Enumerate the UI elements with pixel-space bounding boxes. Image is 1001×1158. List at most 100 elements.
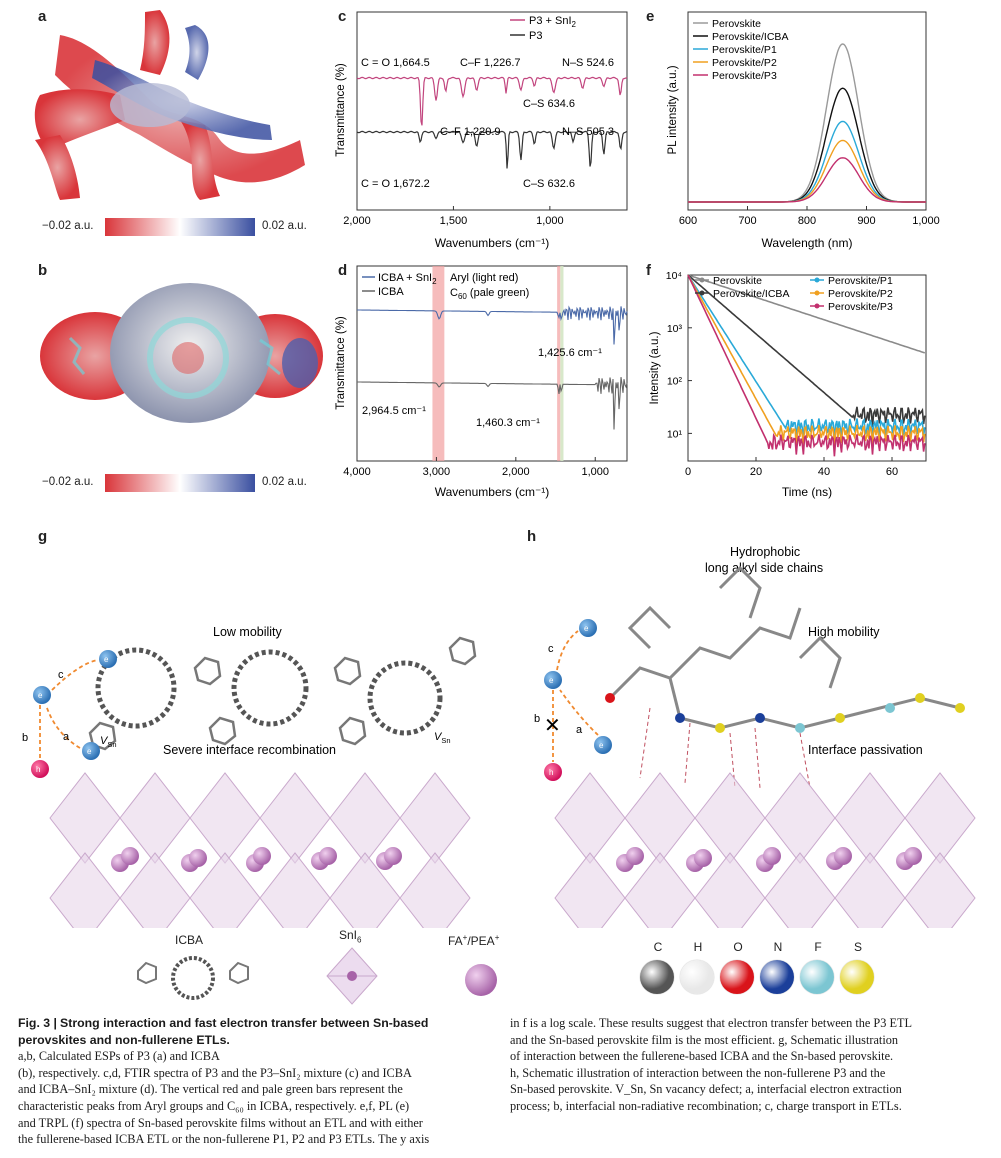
hole-h-label: h [549,768,553,777]
electron-g-1 [33,686,51,704]
hole-g-label: h [36,765,40,774]
cation-spheres [111,847,402,872]
legend-e-label: Perovskite [712,18,761,30]
atom-legend-sphere [800,960,834,994]
alkyl-chain-label: long alkyl side chains [705,561,823,575]
ann-c-6: C = O 1,672.2 [361,178,430,190]
caption-title: Strong interaction and fast electron tra… [18,1016,429,1047]
ann-c-2: N–S 524.6 [562,57,614,69]
xtick-label: 2,000 [502,466,530,478]
chart-pl: PL intensity (a.u.) Wavelength (nm) 600 7… [667,11,940,250]
atom-legend-label: F [814,940,822,954]
series-p3-line [356,130,628,169]
atom-legend-label: N [773,940,783,954]
caption-line: h, Schematic illustration of interaction… [510,1065,886,1080]
hydrophobic-label: Hydrophobic [730,545,800,559]
xlabel-c: Wavenumbers (cm⁻¹) [435,236,550,250]
legend-d-series-1: ICBA + SnI2 [378,272,437,286]
interface-passivation-label: Interface passivation [808,743,923,757]
legend-f-marker [699,277,705,283]
panel-letter-e: e [646,8,655,25]
atom-legend-label: C [653,940,663,954]
panel-letter-f: f [646,262,651,279]
perovskite-lattice-h [554,772,976,928]
panel-letter-b: b [38,262,48,279]
panel-h: h Hydrophobic long alkyl side chains Hig… [500,528,1000,928]
pl-series-line [688,157,926,203]
hole-g [31,760,49,778]
xtick-label: 600 [679,215,697,227]
band-aryl-2 [557,266,561,461]
panel-a: a −0.02 a.u. 0.02 a.u. [0,0,330,250]
legend-e: PerovskitePerovskite/ICBAPerovskite/P1Pe… [693,18,788,82]
atom-legend-sphere [640,960,674,994]
ylabel-c: Transmittance (%) [335,63,347,157]
fullerene-cluster [88,636,477,751]
vsn-label-g-1: VSn [100,735,117,749]
legend-e-label: Perovskite/P3 [712,70,777,82]
series-icba-line [357,377,628,430]
legend-f-label: Perovskite/P1 [828,275,893,287]
chart-ftir-p3: Transmittance (%) Wavenumbers (cm⁻¹) 2,0… [335,11,628,250]
legend-f-label: Perovskite/P3 [828,301,893,313]
atom-legend-sphere [720,960,754,994]
xtick-label: 20 [750,466,762,478]
caption-line: characteristic peaks from Aryl groups an… [18,1098,410,1113]
ann-c-5: N–S 505.3 [562,126,614,138]
ann-c-1: C–F 1,226.7 [460,57,521,69]
legend-e-label: Perovskite/ICBA [712,31,788,43]
series-icba-snI2-line [357,305,628,345]
vsn-label-g-1-sub: Sn [107,740,116,749]
colorbar-a-min: −0.02 a.u. [42,220,94,232]
arrows-h [552,630,599,762]
atom-legend-label: S [853,940,862,954]
legend-sni6-sub: 6 [357,935,362,945]
legend-e-label: Perovskite/P2 [712,57,777,69]
legend-f-marker [699,290,705,296]
ann-c-0: C = O 1,664.5 [361,57,430,69]
atom-legend-sphere [680,960,714,994]
caption-line: process; b, interfacial non-radiative re… [510,1098,902,1113]
caption-line: and the Sn-based perovskite film is the … [510,1032,899,1047]
electron-g-1-label: e [38,691,43,700]
legend-row: ICBA SnI6 FA+/PEA+ C H O N F S [0,928,1001,1010]
label-h-c: c [548,643,554,655]
colorbar-b-max: 0.02 a.u. [262,476,307,488]
label-g-a: a [63,731,70,743]
trpl-series-line [687,274,926,457]
legend-f-marker [814,277,820,283]
panel-f: f Intensity (a.u.) Time (ns) 0 20 40 60 10⁴ 1… [640,258,960,500]
trpl-series-line [687,274,926,448]
colorbar-a-max: 0.02 a.u. [262,220,307,232]
caption-col-2-body: in f is a log scale. These results sugge… [510,1015,990,1115]
legend-f: PerovskitePerovskite/ICBAPerovskite/P1Pe… [695,275,893,313]
plot-frame-f [687,274,927,462]
caption-line: (b), respectively. c,d, FTIR spectra of … [18,1065,412,1080]
caption-col-1: Fig. 3 | Strong interaction and fast ele… [18,1015,498,1148]
caption-line: of interaction between the fullerene-bas… [510,1049,894,1064]
legend-d: ICBA + SnI2 ICBA [362,272,437,298]
caption-col-2: in f is a log scale. These results sugge… [510,1015,990,1115]
xtick-label: 900 [857,215,875,227]
trpl-series-line [687,274,926,354]
ann-c-4: C–F 1,220.9 [440,126,501,138]
xtick-label: 0 [685,466,691,478]
band-c60 [560,266,564,461]
plot-frame-d [356,265,628,462]
panel-letter-d: d [338,262,348,279]
ann-d-2: 1,460.3 cm⁻¹ [476,417,540,429]
panel-letter-g: g [38,528,48,545]
band-aryl [432,266,445,461]
passivation-links [639,707,811,789]
schematic-p3-perovskite: Hydrophobic long alkyl side chains High … [534,545,976,928]
legend-fa-text: FA [448,934,463,948]
series-p3-snI2-line [356,76,628,126]
label-g-b: b [22,732,28,744]
xtick-label: 1,000 [581,466,609,478]
chart-trpl: Intensity (a.u.) Time (ns) 0 20 40 60 10⁴ 10³… [649,270,927,499]
ann-d-0: 1,425.6 cm⁻¹ [538,347,602,359]
esp-surface-icba [40,283,323,423]
label-g-c: c [58,669,64,681]
xtick-label: 40 [818,466,830,478]
label-h-a: a [576,724,583,736]
